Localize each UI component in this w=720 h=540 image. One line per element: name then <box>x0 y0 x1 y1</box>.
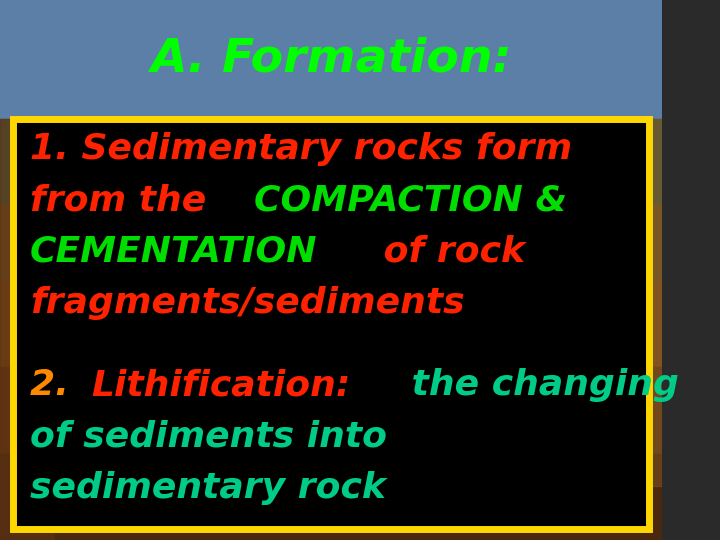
FancyBboxPatch shape <box>13 119 649 529</box>
Bar <box>0 205 662 281</box>
Bar <box>0 119 53 540</box>
Text: Lithification:: Lithification: <box>91 368 351 402</box>
Text: from the: from the <box>30 184 219 218</box>
Bar <box>582 119 662 486</box>
Text: A. Formation:: A. Formation: <box>150 37 512 82</box>
Bar <box>0 281 662 367</box>
Text: of sediments into: of sediments into <box>30 420 387 454</box>
Text: fragments/sediments: fragments/sediments <box>30 286 464 320</box>
Bar <box>0 367 662 454</box>
Bar <box>0 454 662 540</box>
Bar <box>0 119 662 205</box>
Text: of rock: of rock <box>371 235 525 269</box>
Text: sedimentary rock: sedimentary rock <box>30 471 386 505</box>
Bar <box>0 0 662 119</box>
Text: CEMENTATION: CEMENTATION <box>30 235 318 269</box>
Text: 1. Sedimentary rocks form: 1. Sedimentary rocks form <box>30 132 572 166</box>
Text: 2.: 2. <box>30 368 81 402</box>
Text: the changing: the changing <box>399 368 678 402</box>
Text: COMPACTION &: COMPACTION & <box>254 184 567 218</box>
